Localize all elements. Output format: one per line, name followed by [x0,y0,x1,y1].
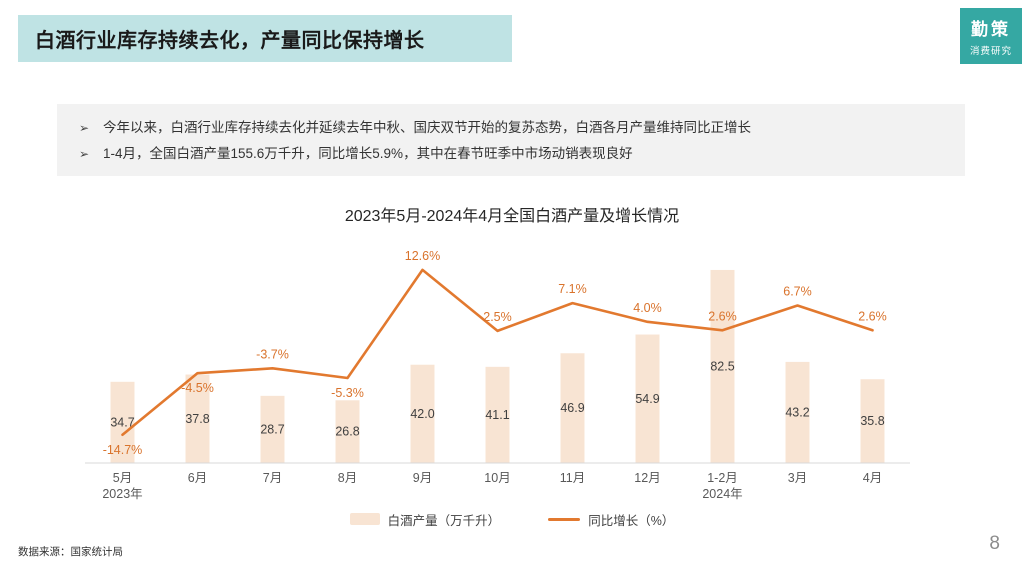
legend-item-growth: 同比增长（%） [548,510,674,529]
bar-value-label: 26.8 [335,425,359,439]
brand-logo-name: 勤策 [971,20,1011,39]
growth-value-label: 7.1% [558,282,587,296]
production-bar [260,395,285,463]
x-axis-label: 7月 [263,471,282,485]
growth-value-label: 2.6% [858,309,887,323]
x-axis-label: 8月 [338,471,357,485]
production-bar [410,364,435,463]
growth-value-label: -5.3% [331,386,364,400]
x-axis-label: 5月 [113,471,132,485]
x-axis-label: 1-2月 [707,471,738,485]
x-axis-label: 12月 [634,471,660,485]
x-axis-sublabel: 2024年 [702,487,742,501]
line-swatch-icon [548,517,581,521]
bar-value-label: 54.9 [635,392,659,406]
bar-value-label: 46.9 [560,401,584,415]
bullet-text: 今年以来，白酒行业库存持续去化并延续去年中秋、国庆双节开始的复苏态势，白酒各月产… [103,120,751,135]
x-axis-label: 4月 [863,471,882,485]
legend-label-growth: 同比增长（%） [588,513,675,528]
page-title: 白酒行业库存持续去化，产量同比保持增长 [35,30,425,52]
growth-value-label: -3.7% [256,347,289,361]
production-bar [860,379,885,463]
growth-value-label: -14.7% [103,443,143,457]
legend-item-production: 白酒产量（万千升） [349,510,501,529]
production-bar [560,353,585,463]
x-axis-label: 6月 [188,471,207,485]
page-number: 8 [989,533,1000,554]
bullet-item: ➢ 1-4月，全国白酒产量155.6万千升，同比增长5.9%，其中在春节旺季中市… [79,141,945,167]
chart: 34.7 37.8 28.7 26.8 42.0 41.1 46.9 54.9 82.5 43.2… [0,230,960,510]
bar-value-label: 43.2 [785,405,809,419]
production-bar [635,334,660,463]
bar-value-label: 82.5 [710,359,734,373]
chart-svg: 34.7 37.8 28.7 26.8 42.0 41.1 46.9 54.9 82.5 43.2… [85,249,910,501]
bar-value-label: 41.1 [485,408,509,422]
production-bar [335,400,360,463]
bar-value-label: 42.0 [410,407,434,421]
legend-label-production: 白酒产量（万千升） [387,513,501,528]
growth-value-label: 6.7% [783,285,812,299]
bar-value-label: 34.7 [110,415,134,429]
production-bar [785,361,810,463]
production-bar [710,269,735,463]
growth-value-label: 4.0% [633,301,662,315]
bullet-item: ➢ 今年以来，白酒行业库存持续去化并延续去年中秋、国庆双节开始的复苏态势，白酒各… [79,115,945,141]
chart-title: 2023年5月-2024年4月全国白酒产量及增长情况 [344,208,680,225]
bar-value-label: 37.8 [185,412,209,426]
growth-value-label: 2.5% [483,310,512,324]
bar-value-label: 35.8 [860,414,884,428]
title-banner: 白酒行业库存持续去化，产量同比保持增长 [18,15,512,62]
growth-value-label: 2.6% [708,309,737,323]
x-axis-sublabel: 2023年 [102,487,142,501]
bar-swatch-icon [349,513,380,525]
brand-logo-subtitle: 消费研究 [969,46,1012,57]
growth-line [121,268,874,437]
bullet-text: 1-4月，全国白酒产量155.6万千升，同比增长5.9%，其中在春节旺季中市场动… [103,146,633,161]
growth-value-label: -4.5% [181,381,214,395]
x-axis-label: 9月 [413,471,432,485]
data-source: 数据来源：国家统计局 [18,546,123,558]
growth-value-label: 12.6% [405,249,440,263]
bar-value-label: 28.7 [260,422,284,436]
production-bar [185,374,210,463]
bullet-arrow-icon: ➢ [79,121,90,135]
x-axis-label: 11月 [560,471,585,485]
x-axis-label: 10月 [484,471,510,485]
brand-logo: 勤策 消费研究 [960,8,1022,64]
x-axis-label: 3月 [788,471,807,485]
chart-legend: 白酒产量（万千升） 同比增长（%） [0,510,1024,528]
production-bar [485,366,510,463]
production-bar [110,381,135,463]
highlights-box: ➢ 今年以来，白酒行业库存持续去化并延续去年中秋、国庆双节开始的复苏态势，白酒各… [57,104,965,176]
bullet-arrow-icon: ➢ [79,147,90,161]
